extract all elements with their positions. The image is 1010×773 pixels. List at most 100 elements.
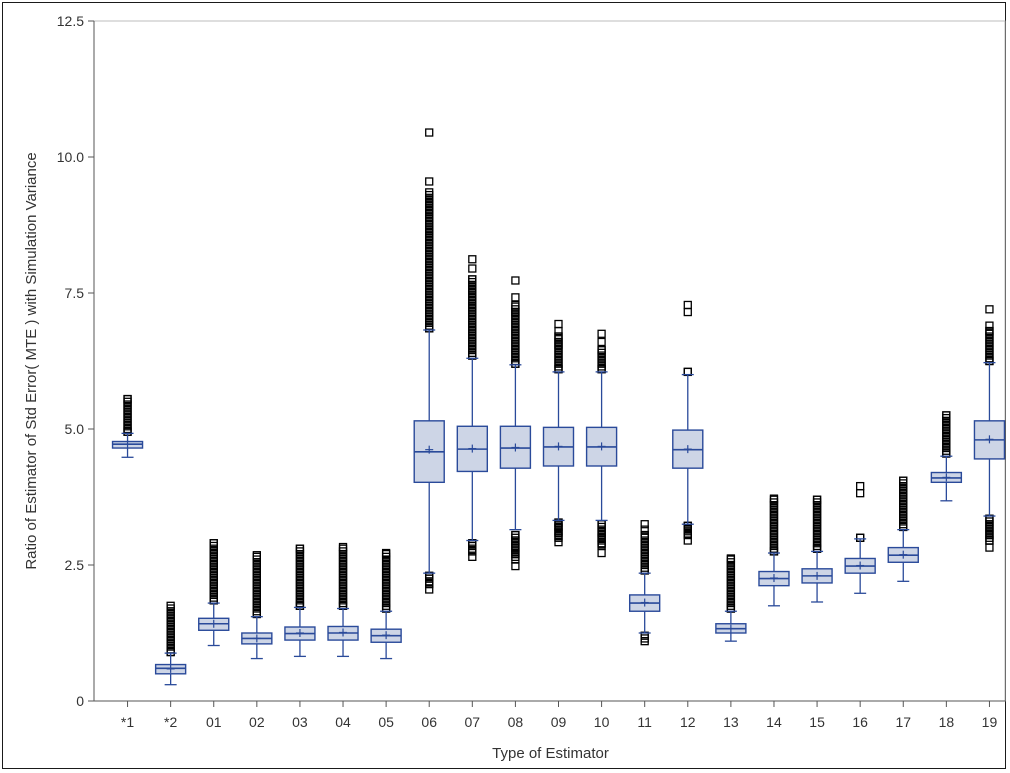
- outlier-point: [856, 481, 865, 491]
- y-tick-label: 0: [76, 693, 84, 709]
- outlier-point: [812, 495, 822, 504]
- x-tick-label: 13: [723, 714, 739, 730]
- x-tick-label: 18: [939, 714, 955, 730]
- x-tick-label: 02: [249, 714, 265, 730]
- outlier-point: [985, 530, 994, 540]
- outlier-point: [985, 543, 994, 552]
- outlier-point: [468, 264, 477, 273]
- outlier-point: [425, 128, 434, 137]
- outlier-point: [683, 530, 692, 540]
- x-tick-label: 04: [335, 714, 351, 730]
- outlier-point: [640, 637, 649, 646]
- y-tick-label: 2.5: [65, 557, 85, 573]
- outlier-point: [166, 601, 175, 610]
- outlier-point: [425, 177, 434, 186]
- box-*2: [154, 601, 187, 686]
- outlier-point: [511, 530, 520, 540]
- outlier-point: [597, 528, 606, 537]
- outlier-point: [985, 305, 994, 314]
- box-05: [370, 548, 402, 660]
- outlier-point: [683, 525, 692, 534]
- outlier-point: [381, 548, 391, 558]
- box-17: [887, 476, 919, 582]
- outlier-point: [640, 525, 649, 534]
- outlier-point: [511, 276, 520, 285]
- x-tick-label: 05: [378, 714, 394, 730]
- y-tick-label: 5.0: [65, 421, 85, 437]
- outlier-point: [511, 293, 520, 302]
- outlier-point: [252, 551, 261, 560]
- outlier-point: [554, 533, 563, 542]
- outlier-point: [338, 542, 348, 552]
- box-11: [628, 520, 661, 646]
- outlier-point: [554, 340, 563, 349]
- outlier-point: [554, 522, 563, 532]
- outlier-point: [295, 544, 305, 553]
- box-18: [930, 411, 963, 502]
- x-tick-label: 11: [637, 714, 652, 730]
- x-axis: *1 *2 01 02 03 04 05 06 07 08 09 10 11 12 13 14 15 16 17 18…: [94, 700, 1005, 730]
- box-15: [801, 495, 833, 603]
- outlier-point: [554, 332, 563, 341]
- box-02: [241, 551, 273, 660]
- outlier-point: [468, 275, 477, 284]
- x-tick-label: 19: [982, 714, 998, 730]
- x-tick-label: 09: [551, 714, 567, 730]
- outlier-point: [597, 337, 606, 347]
- outlier-point: [597, 548, 606, 558]
- x-tick-label: 10: [594, 714, 610, 730]
- outlier-point: [640, 520, 649, 529]
- outlier-point: [683, 307, 692, 317]
- outlier-point: [985, 326, 994, 336]
- outlier-point: [468, 302, 477, 311]
- box-12: [672, 300, 704, 545]
- outlier-point: [468, 541, 477, 551]
- box-series: [111, 128, 1006, 686]
- outlier-point: [468, 552, 477, 561]
- box-06: [413, 128, 445, 594]
- box-14: [758, 494, 790, 607]
- outlier-point: [468, 547, 477, 556]
- x-tick-label: 16: [852, 714, 868, 730]
- box-07: [456, 255, 489, 561]
- outlier-point: [683, 536, 692, 545]
- x-tick-label: 14: [766, 714, 782, 730]
- x-tick-label: 06: [421, 714, 437, 730]
- box-*1: [111, 394, 144, 458]
- x-axis-title: Type of Estimator: [492, 745, 609, 762]
- y-tick-label: 12.5: [57, 13, 84, 29]
- box-04: [327, 542, 359, 658]
- y-axis: 0 2.5 5.0 7.5 10.0 12.5: [57, 13, 95, 709]
- box-03: [284, 544, 316, 658]
- outlier-point: [683, 300, 692, 310]
- outlier-point: [425, 579, 434, 589]
- plot-border: [93, 20, 1006, 702]
- outlier-point: [597, 329, 606, 338]
- outlier-point: [640, 530, 649, 540]
- x-tick-label: 01: [206, 714, 222, 730]
- outlier-point: [468, 255, 477, 264]
- box-08: [499, 276, 532, 571]
- outlier-point: [425, 188, 434, 197]
- outlier-point: [425, 574, 434, 583]
- outlier-point: [899, 476, 908, 485]
- outlier-point: [123, 394, 132, 404]
- box-09: [542, 319, 575, 547]
- box-plot-chart: 0 2.5 5.0 7.5 10.0 12.5 *1 *2 01 02 03 04 05 06 07 08 0…: [23, 13, 1006, 762]
- outlier-point: [554, 538, 563, 547]
- x-tick-label: *1: [121, 714, 134, 730]
- outlier-point: [425, 207, 434, 216]
- box-13: [715, 554, 747, 642]
- outlier-point: [985, 321, 994, 330]
- box-01: [198, 539, 230, 647]
- x-tick-label: 07: [465, 714, 481, 730]
- outlier-point: [468, 286, 477, 295]
- outlier-point: [597, 540, 606, 549]
- y-axis-title: Ratio of Estimator of Std Error( MTE ) w…: [23, 152, 40, 569]
- box-16: [844, 481, 876, 594]
- y-tick-label: 7.5: [65, 285, 85, 301]
- outlier-point: [425, 226, 434, 235]
- outlier-point: [856, 489, 865, 498]
- x-tick-label: 08: [508, 714, 524, 730]
